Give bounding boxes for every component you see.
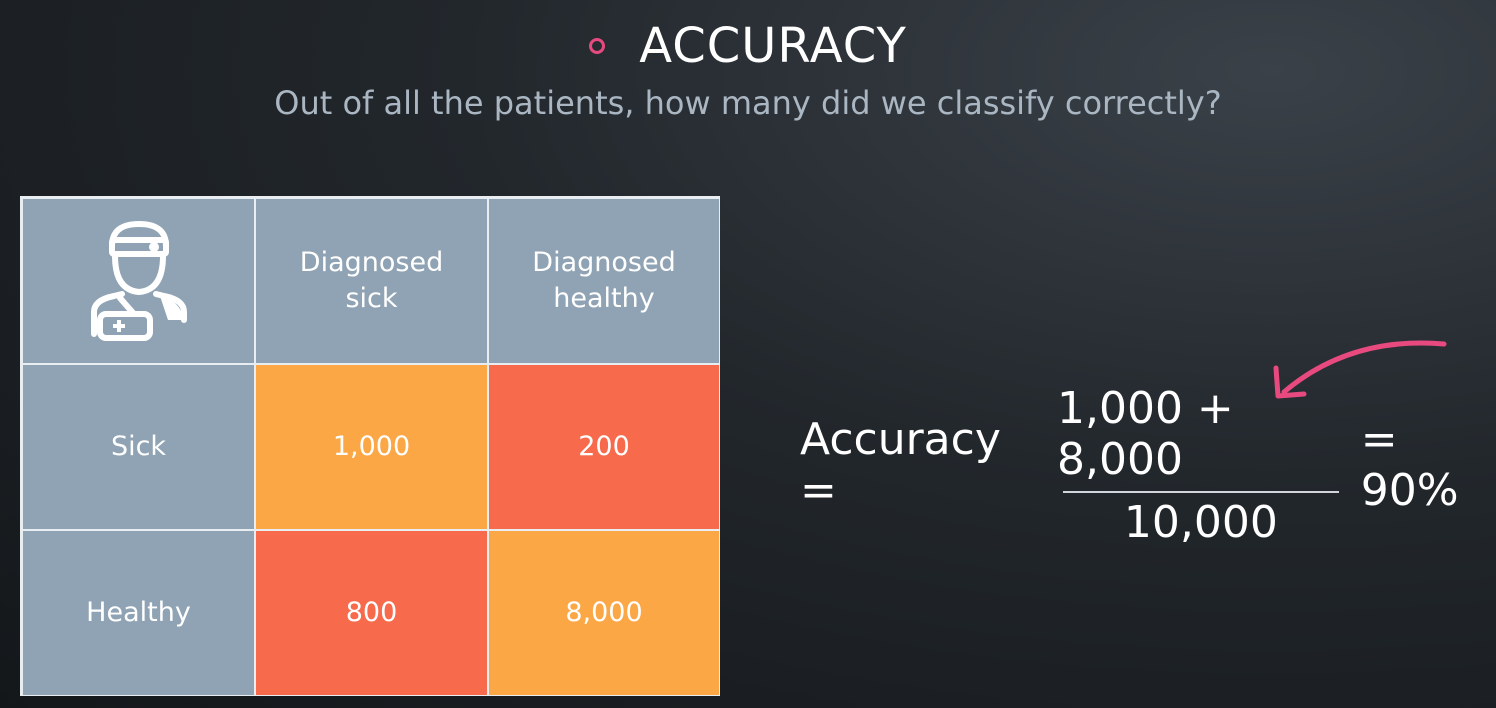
- cell-true-negative: 8,000: [488, 530, 720, 696]
- confusion-matrix: Diagnosed sick Diagnosed healthy Sick 1,…: [20, 196, 720, 696]
- page-title: ACCURACY: [639, 18, 907, 74]
- formula-denominator: 10,000: [1123, 496, 1278, 548]
- matrix-corner-cell: [22, 198, 255, 364]
- curved-arrow-icon: [1273, 340, 1447, 399]
- bullet-circle-icon: [589, 38, 606, 54]
- page-subtitle: Out of all the patients, how many did we…: [274, 84, 1222, 122]
- formula-fraction: 1,000 + 8,000 10,000: [1055, 383, 1347, 548]
- formula-lhs: Accuracy =: [800, 414, 1001, 516]
- row-header-sick: Sick: [22, 364, 255, 530]
- formula-result: = 90%: [1360, 414, 1459, 516]
- formula-numerator: 1,000 + 8,000: [1056, 382, 1234, 485]
- cell-true-positive: 1,000: [255, 364, 488, 530]
- cell-false-positive: 800: [255, 530, 488, 696]
- fraction-bar: [1062, 490, 1339, 493]
- row-header-healthy: Healthy: [22, 530, 255, 696]
- accuracy-formula: Accuracy = 1,000 + 8,000 10,000 = 90%: [800, 383, 1496, 548]
- column-header-diagnosed-sick: Diagnosed sick: [255, 198, 488, 364]
- doctor-icon: [90, 221, 187, 341]
- cell-false-negative: 200: [488, 364, 720, 530]
- title-row: ACCURACY: [0, 18, 1496, 74]
- column-header-diagnosed-healthy: Diagnosed healthy: [488, 198, 720, 364]
